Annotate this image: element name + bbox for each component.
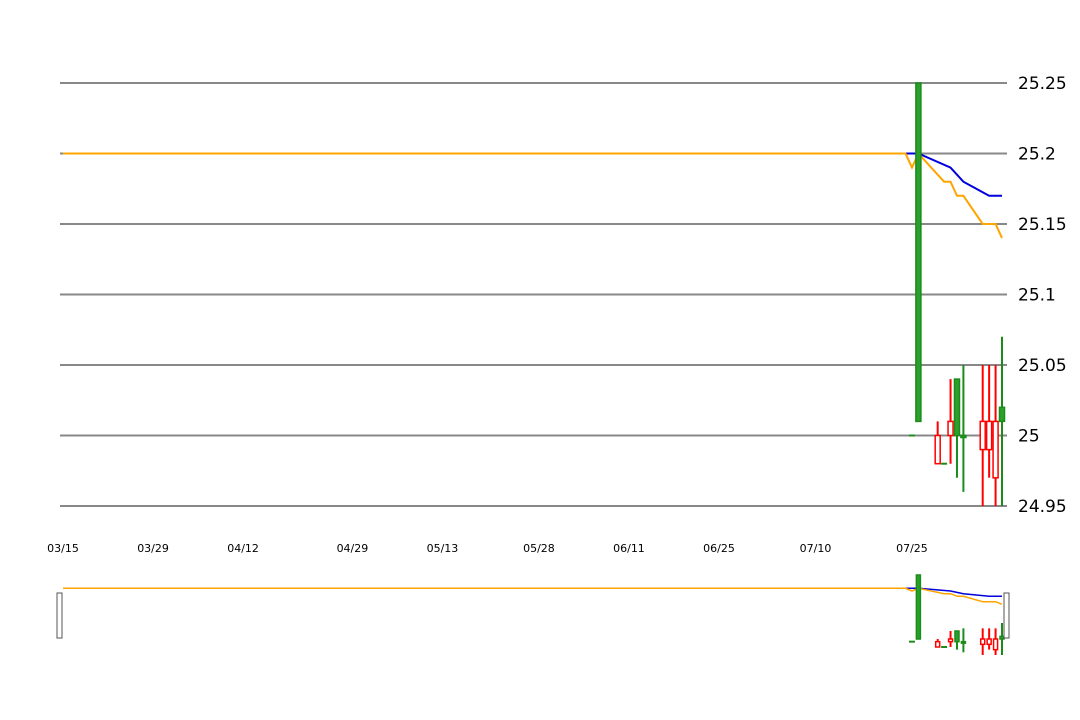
candle-body-down [947, 420, 954, 437]
candle-body-down [979, 420, 986, 451]
y-tick-label: 25.2 [1018, 145, 1056, 165]
candle-body-down [934, 434, 941, 465]
nav-series-line-slow [63, 587, 1002, 598]
nav-candle-body-up [915, 574, 922, 640]
y-tick-label: 24.95 [1018, 497, 1067, 517]
nav-candle-body-down [992, 638, 999, 651]
main-candles [908, 82, 1006, 506]
series-line-slow [63, 152, 1002, 197]
candle-body-up [915, 82, 922, 423]
candle-body-down [985, 420, 993, 451]
candle-body-up [998, 406, 1006, 423]
y-tick-label: 25.1 [1018, 286, 1056, 306]
x-tick-label: 03/29 [137, 542, 169, 555]
y-tick-label: 25 [1018, 427, 1040, 447]
y-tick-label: 25.15 [1018, 215, 1067, 235]
x-tick-label: 03/15 [47, 542, 79, 555]
nav-candle-body-up [960, 640, 967, 644]
navigator-panel[interactable] [56, 574, 1010, 655]
nav-candle-body-down [934, 640, 941, 648]
x-tick-label: 07/10 [800, 542, 832, 555]
nav-candle-body-down [947, 638, 954, 643]
nav-series-line-fast [63, 587, 1003, 605]
y-axis-tick-labels: 25.25 25.2 25.15 25.1 25.05 25 24.95 [1018, 74, 1067, 517]
x-tick-label: 06/25 [703, 542, 735, 555]
grid-lines [60, 82, 1007, 507]
x-tick-label: 04/12 [227, 542, 259, 555]
x-tick-label: 06/11 [613, 542, 645, 555]
candle-body-down [992, 420, 999, 479]
candle-body-up [953, 378, 961, 437]
navigator-handle-right[interactable] [1003, 592, 1010, 639]
candle-body-up [960, 434, 967, 439]
nav-candle-body-down [979, 638, 986, 646]
x-tick-label: 04/29 [337, 542, 369, 555]
x-tick-label: 07/25 [896, 542, 928, 555]
x-axis-tick-labels: 03/15 03/29 04/12 04/29 05/13 05/28 06/11 06/25… [47, 542, 928, 555]
series-line-fast [63, 151, 1003, 239]
main-series-lines [63, 151, 1003, 239]
y-tick-label: 25.25 [1018, 74, 1067, 94]
nav-candle-body-up [954, 630, 960, 643]
x-tick-label: 05/13 [427, 542, 459, 555]
nav-candle-body-up [999, 635, 1005, 640]
navigator-handle-left[interactable] [56, 592, 63, 639]
x-tick-label: 05/28 [523, 542, 555, 555]
nav-candle-body-down [986, 638, 992, 646]
y-tick-label: 25.05 [1018, 356, 1067, 376]
